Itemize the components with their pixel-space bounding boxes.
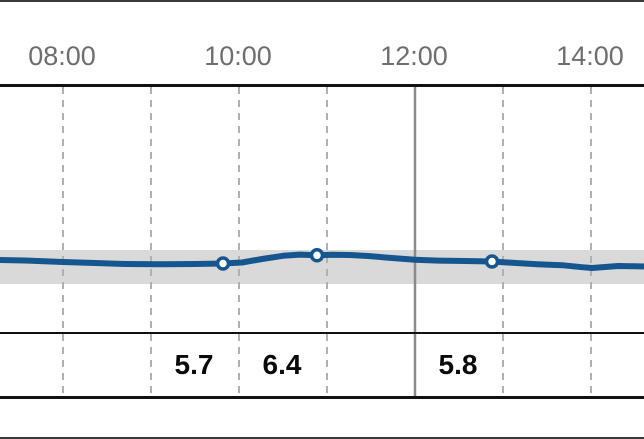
data-line-measured-value xyxy=(0,251,644,271)
value-label-5-8: 5.8 xyxy=(438,349,478,380)
value-row-bottom-rule xyxy=(0,396,644,399)
x-axis-label-1000: 10:00 xyxy=(204,41,272,71)
observation-marker-5.7 xyxy=(215,256,231,271)
observation-marker-6.4 xyxy=(309,248,325,263)
value-row: 5.7 6.4 5.8 xyxy=(0,334,644,396)
widget-top-border xyxy=(0,0,644,2)
value-row-top-rule xyxy=(0,332,644,334)
plot-top-rule xyxy=(0,84,644,87)
x-axis-label-1400: 14:00 xyxy=(556,41,624,71)
x-axis-label-1200: 12:00 xyxy=(380,41,448,71)
widget-bottom-border xyxy=(0,437,644,439)
time-axis: 08:00 10:00 12:00 14:00 xyxy=(0,40,644,74)
observation-marker-5.8 xyxy=(484,254,500,269)
value-label-5-7: 5.7 xyxy=(174,349,214,380)
value-label-6-4: 6.4 xyxy=(262,349,302,380)
x-axis-label-0800: 08:00 xyxy=(28,41,96,71)
